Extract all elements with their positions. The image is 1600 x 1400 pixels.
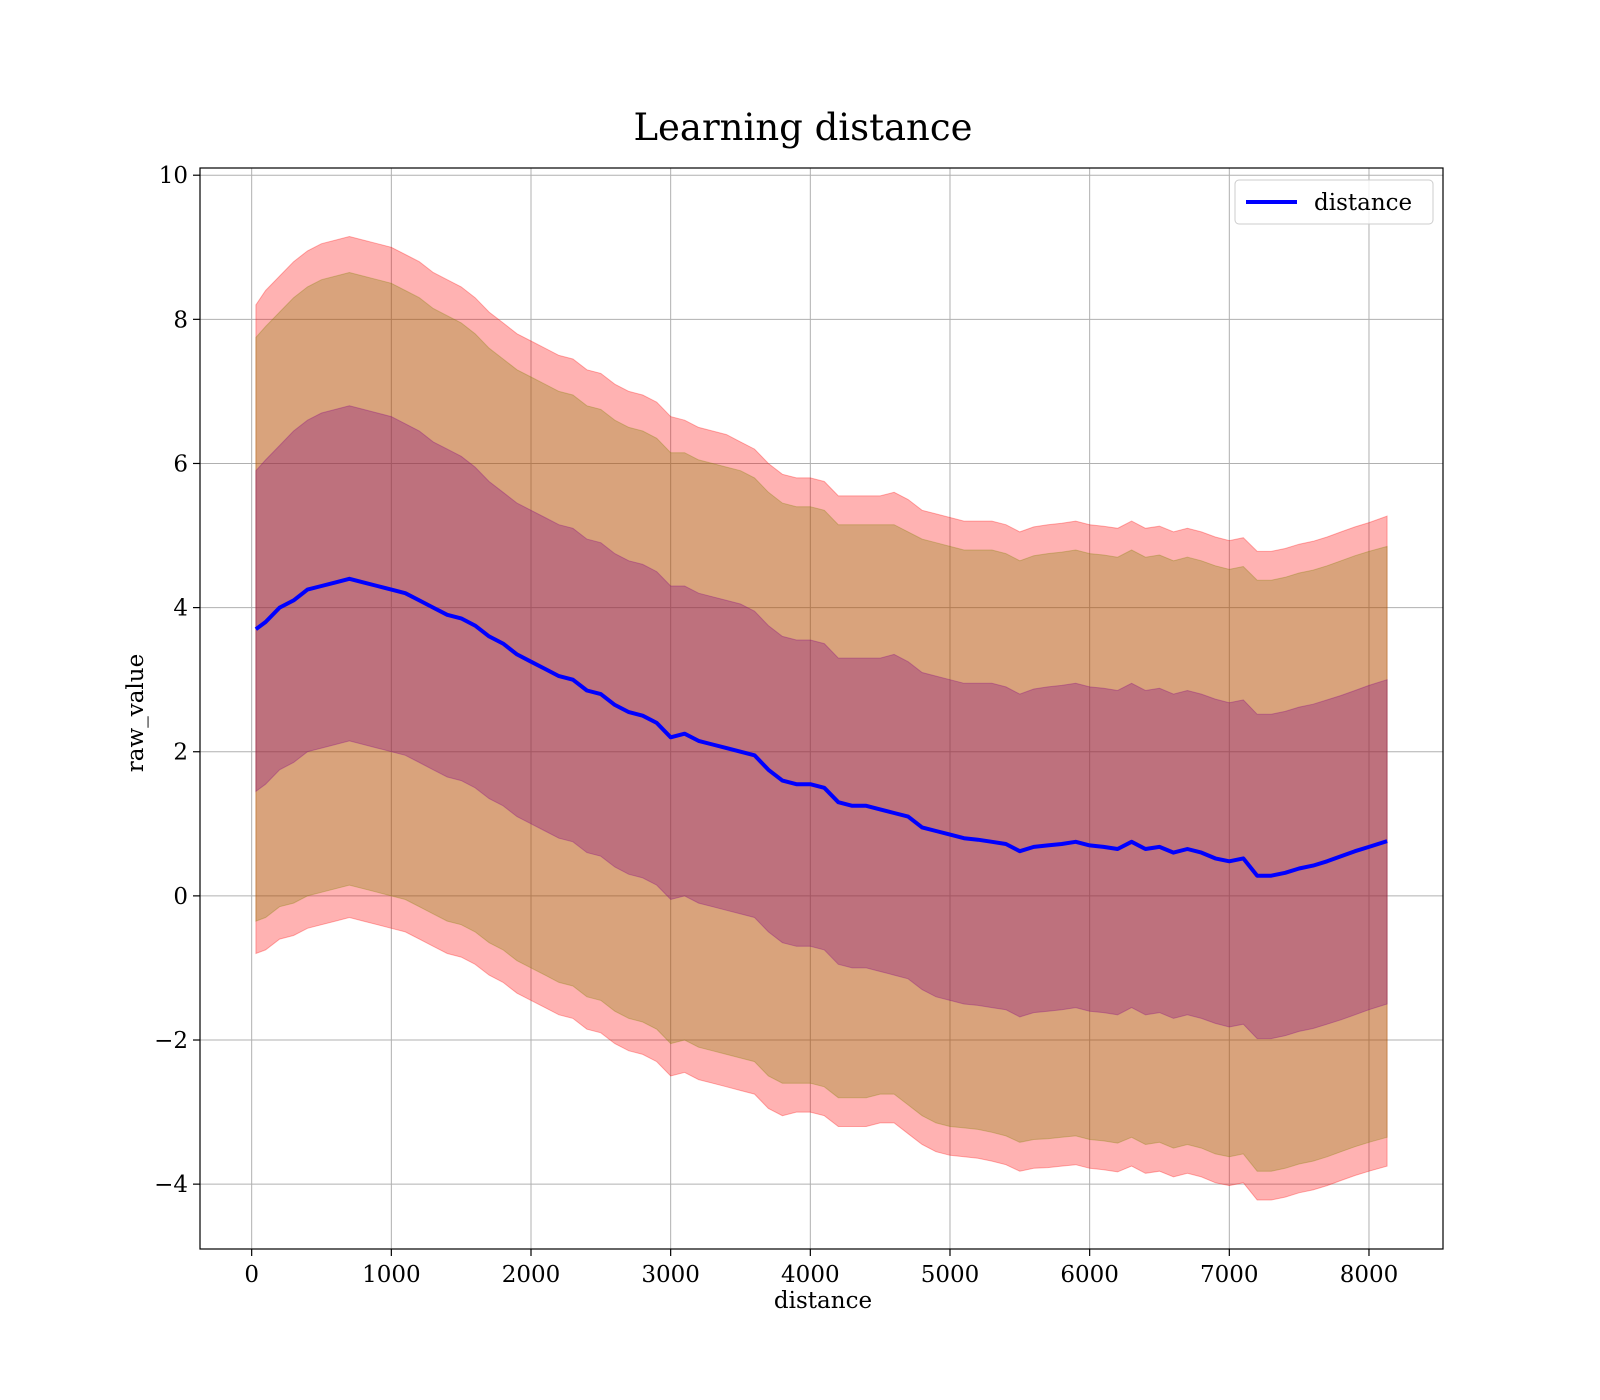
band-group [255, 235, 1388, 1201]
x-tick-label: 6000 [1060, 1262, 1119, 1288]
x-tick-label: 8000 [1340, 1262, 1399, 1288]
x-tick-label: 3000 [641, 1262, 700, 1288]
y-axis-label: raw_value [123, 654, 149, 772]
plot-area: 0 1000 2000 3000 4000 5000 6000 7000 8000 −4 −2 0 2 4… [154, 163, 1444, 1288]
x-tick-label: 2000 [502, 1262, 561, 1288]
band-3sd-area [255, 235, 1388, 1201]
legend: distance [1234, 179, 1434, 225]
band-1sd-area [255, 405, 1388, 1040]
legend-label-distance: distance [1314, 190, 1412, 216]
legend-box [1234, 179, 1434, 225]
plot-frame [199, 167, 1444, 1250]
y-tick-label: −4 [154, 1172, 188, 1198]
chart-title: Learning distance [633, 106, 972, 149]
band-2sd-area [255, 271, 1388, 1172]
y-tick-label: 4 [173, 596, 188, 622]
y-tick-label: 0 [173, 884, 188, 910]
x-tick-label: 5000 [921, 1262, 980, 1288]
y-tick-label: 10 [159, 163, 188, 189]
series-line-distance [254, 576, 1388, 878]
x-axis-label: distance [774, 1288, 872, 1314]
x-tick-label: 4000 [781, 1262, 840, 1288]
x-tick-label: 7000 [1200, 1262, 1259, 1288]
y-tick-label: 8 [173, 307, 188, 333]
y-tick-label: −2 [154, 1028, 188, 1054]
y-tick-label: 6 [173, 451, 188, 477]
x-tick-label: 0 [244, 1262, 259, 1288]
y-tick-label: 2 [173, 740, 188, 766]
x-tick-label: 1000 [362, 1262, 421, 1288]
